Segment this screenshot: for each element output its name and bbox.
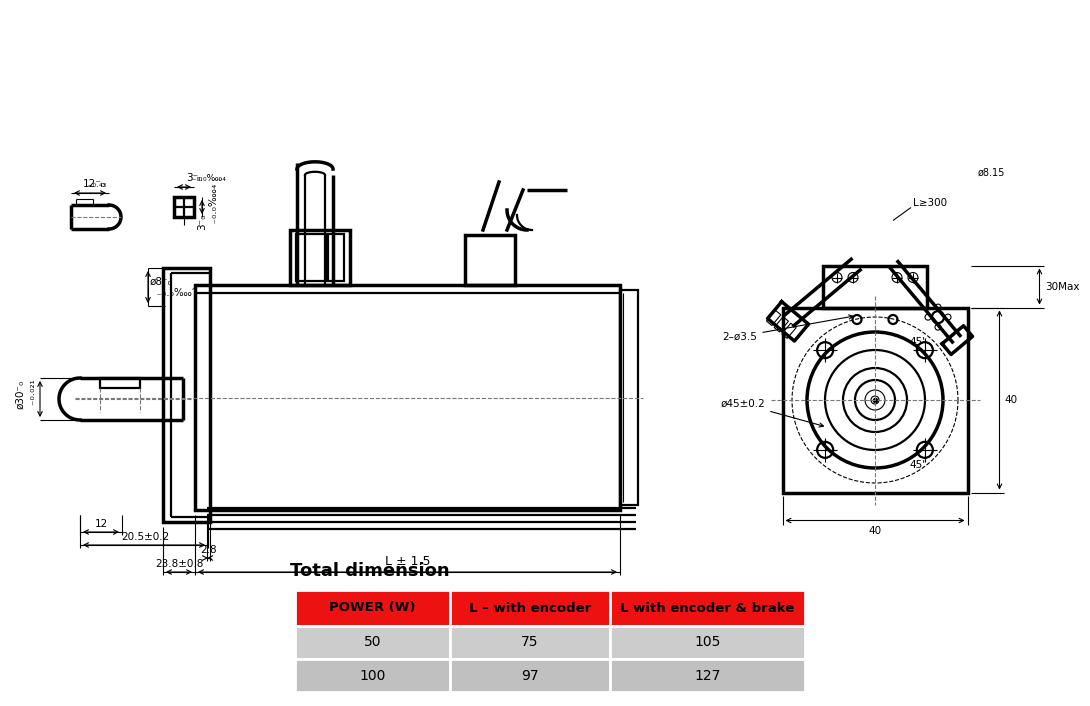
Text: L≥300: L≥300 (913, 198, 947, 208)
Bar (610, 626, 806, 659)
Text: ø30⁻₀
    ₋₀.₀₂₁: ø30⁻₀ ₋₀.₀₂₁ (15, 380, 37, 419)
Text: 30Max: 30Max (1045, 282, 1080, 292)
Text: 127: 127 (694, 669, 720, 683)
Text: 20.5±0.2: 20.5±0.2 (121, 532, 169, 542)
Text: 3⁻₀: 3⁻₀ (186, 173, 203, 183)
Bar (295, 659, 450, 692)
Text: 23.8±0.8: 23.8±0.8 (155, 559, 203, 569)
Bar (328, 234, 344, 281)
Bar (290, 230, 350, 285)
Text: 2.8: 2.8 (201, 545, 217, 555)
Bar (195, 285, 620, 510)
Text: Total dimension: Total dimension (290, 562, 450, 580)
Text: 50: 50 (364, 635, 381, 650)
Text: ₋₀.₄₃: ₋₀.₄₃ (82, 169, 106, 189)
Text: ₋₀.₀‱₄: ₋₀.₀‱₄ (186, 164, 226, 183)
Bar (465, 235, 514, 285)
Text: 12: 12 (95, 519, 108, 529)
Text: L ± 1.5: L ± 1.5 (385, 555, 431, 568)
Text: 100: 100 (360, 669, 386, 683)
Text: 12⁻₀: 12⁻₀ (83, 179, 106, 189)
Bar (610, 590, 806, 626)
Text: L with encoder & brake: L with encoder & brake (620, 602, 795, 614)
Text: 105: 105 (694, 635, 720, 650)
Text: 40: 40 (869, 527, 882, 537)
Bar (295, 590, 450, 626)
Bar (823, 265, 926, 308)
Bar (783, 308, 968, 493)
Text: 75: 75 (521, 635, 538, 650)
Text: ø8.15: ø8.15 (978, 167, 1005, 177)
Text: 97: 97 (521, 669, 538, 683)
Text: ø45±0.2: ø45±0.2 (720, 399, 824, 427)
Text: 40: 40 (1005, 395, 1018, 405)
Bar (766, 311, 780, 325)
Bar (774, 317, 788, 332)
Text: 3⁻₀
  ₋₀.₀‱₄: 3⁻₀ ₋₀.₀‱₄ (197, 184, 219, 230)
Bar (164, 268, 210, 522)
Bar (100, 378, 140, 388)
Text: L – with encoder: L – with encoder (469, 602, 591, 614)
Bar (610, 659, 806, 692)
Bar (296, 234, 326, 281)
Text: POWER (W): POWER (W) (329, 602, 415, 614)
Bar (450, 659, 610, 692)
Text: 45': 45' (909, 460, 925, 470)
Text: 45': 45' (909, 337, 925, 347)
Bar (295, 626, 450, 659)
Bar (782, 323, 796, 338)
Text: 2–ø3.5: 2–ø3.5 (723, 315, 853, 342)
Bar (174, 197, 194, 217)
Bar (450, 590, 610, 626)
Text: ø8⁻₀
  ₋₀.₀‱″: ø8⁻₀ ₋₀.₀‱″ (150, 276, 196, 298)
Bar (450, 626, 610, 659)
Bar (620, 290, 638, 505)
